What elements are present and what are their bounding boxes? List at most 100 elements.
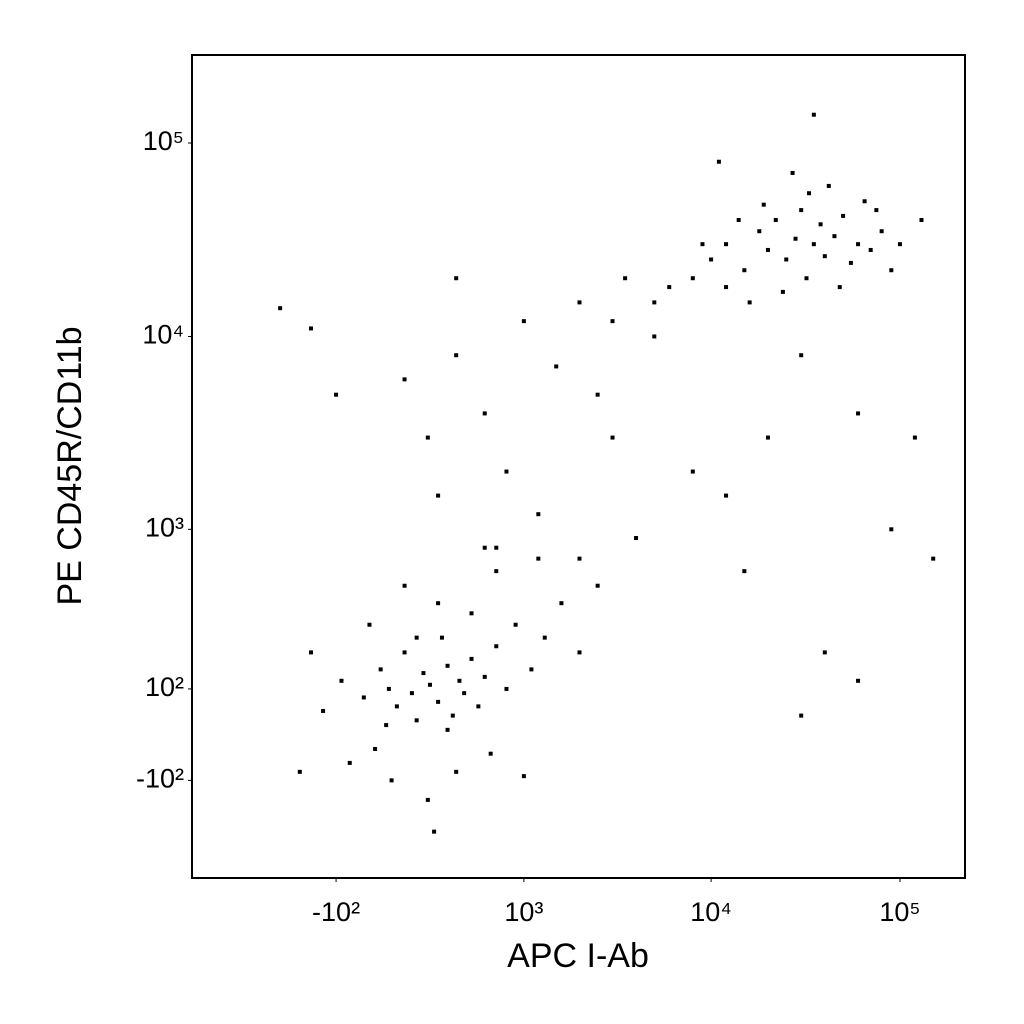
dot xyxy=(536,512,541,517)
dot xyxy=(504,686,509,691)
dot xyxy=(623,276,628,281)
dot xyxy=(765,435,770,440)
y-tick-label: 10² xyxy=(145,672,184,702)
dot xyxy=(868,247,873,252)
dot xyxy=(799,713,804,718)
dot xyxy=(822,254,827,259)
dot xyxy=(308,650,313,655)
dot xyxy=(724,285,729,290)
dot xyxy=(761,202,766,207)
dot xyxy=(445,727,450,732)
dot xyxy=(425,435,430,440)
dot xyxy=(889,527,894,532)
dot xyxy=(889,268,894,273)
dot xyxy=(373,746,378,751)
x-tick-label: 10⁴ xyxy=(690,897,732,927)
dot xyxy=(841,213,846,218)
dot xyxy=(577,300,582,305)
dot xyxy=(804,276,809,281)
dot xyxy=(521,319,526,324)
dot xyxy=(494,545,499,550)
dot xyxy=(402,377,407,382)
dot xyxy=(427,682,432,687)
dot xyxy=(297,769,302,774)
dot xyxy=(879,229,884,234)
dot xyxy=(793,236,798,241)
dot xyxy=(278,306,283,311)
dot xyxy=(513,622,518,627)
dot xyxy=(402,650,407,655)
dot xyxy=(747,300,752,305)
dot xyxy=(667,285,672,290)
y-tick-label: -10² xyxy=(136,763,184,793)
x-axis-label: APC I-Ab xyxy=(507,937,649,975)
dot xyxy=(780,289,785,294)
dot xyxy=(837,285,842,290)
dot xyxy=(652,334,657,339)
dot xyxy=(848,260,853,265)
dot xyxy=(700,242,705,247)
y-tick-label: 10⁵ xyxy=(143,126,184,156)
dot xyxy=(874,208,879,213)
dot xyxy=(386,686,391,691)
dot xyxy=(818,222,823,227)
dot xyxy=(482,545,487,550)
dot xyxy=(321,708,326,713)
dot xyxy=(436,601,441,606)
dot xyxy=(784,257,789,262)
y-tick-label: 10⁴ xyxy=(142,320,184,350)
dot xyxy=(811,242,816,247)
dot xyxy=(414,718,419,723)
dot xyxy=(690,469,695,474)
dot xyxy=(919,217,924,222)
dot xyxy=(862,199,867,204)
dot xyxy=(462,691,467,696)
dot xyxy=(432,829,437,834)
dot xyxy=(436,699,441,704)
dot xyxy=(822,650,827,655)
dot xyxy=(445,663,450,668)
dot xyxy=(634,536,639,541)
dot xyxy=(494,569,499,574)
dot xyxy=(361,695,366,700)
dot xyxy=(536,556,541,561)
dot xyxy=(856,678,861,683)
dot xyxy=(736,217,741,222)
dot xyxy=(724,242,729,247)
dot xyxy=(436,493,441,498)
dot xyxy=(742,569,747,574)
dot xyxy=(716,159,721,164)
dot xyxy=(308,326,313,331)
dot xyxy=(421,671,426,676)
dot xyxy=(652,300,657,305)
dot xyxy=(559,601,564,606)
dot xyxy=(469,656,474,661)
dot xyxy=(542,635,547,640)
dot xyxy=(409,691,414,696)
dot xyxy=(595,392,600,397)
y-axis-label: PE CD45R/CD11b xyxy=(51,326,89,605)
dot xyxy=(347,760,352,765)
dot xyxy=(454,353,459,358)
dot xyxy=(488,751,493,756)
dot xyxy=(790,170,795,175)
dot xyxy=(394,704,399,709)
dot xyxy=(414,635,419,640)
dot xyxy=(931,556,936,561)
dot xyxy=(482,411,487,416)
x-tick-label: -10² xyxy=(312,897,360,927)
dot xyxy=(912,435,917,440)
dot xyxy=(826,183,831,188)
dot xyxy=(494,644,499,649)
dot xyxy=(504,469,509,474)
dot xyxy=(856,242,861,247)
dot xyxy=(595,583,600,588)
dot xyxy=(807,191,812,196)
dot xyxy=(529,667,534,672)
dot xyxy=(367,622,372,627)
dot xyxy=(457,678,462,683)
dot xyxy=(384,723,389,728)
x-tick-label: 10³ xyxy=(504,897,543,927)
y-tick-label: 10³ xyxy=(145,512,184,542)
